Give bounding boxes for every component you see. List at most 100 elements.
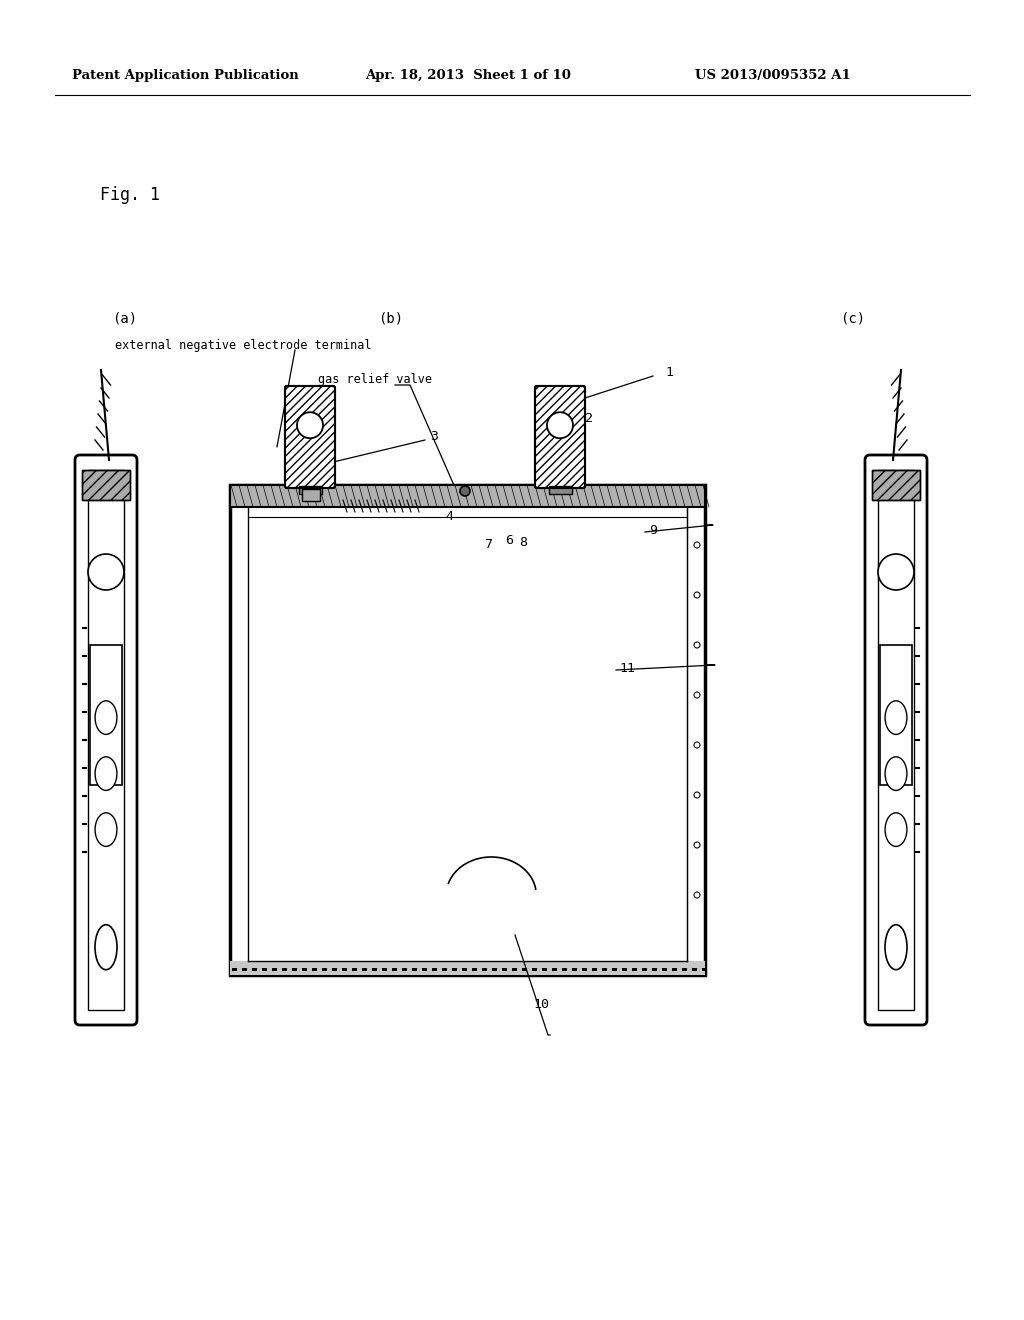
- Ellipse shape: [95, 925, 117, 970]
- Circle shape: [694, 692, 700, 698]
- Text: (b): (b): [378, 312, 403, 325]
- Bar: [532, 968, 537, 972]
- Bar: [372, 968, 377, 972]
- Ellipse shape: [95, 756, 117, 791]
- Bar: [502, 968, 507, 972]
- Circle shape: [460, 486, 470, 496]
- Bar: [232, 968, 237, 972]
- Bar: [549, 486, 571, 494]
- Text: 7: 7: [484, 537, 492, 550]
- Bar: [692, 968, 697, 972]
- Text: Apr. 18, 2013  Sheet 1 of 10: Apr. 18, 2013 Sheet 1 of 10: [365, 69, 570, 82]
- Bar: [442, 968, 447, 972]
- Circle shape: [694, 792, 700, 799]
- Bar: [562, 968, 567, 972]
- Text: (a): (a): [112, 312, 137, 325]
- Bar: [632, 968, 637, 972]
- FancyBboxPatch shape: [535, 385, 585, 488]
- Bar: [472, 968, 477, 972]
- Bar: [252, 968, 257, 972]
- Text: 3: 3: [430, 430, 438, 444]
- Bar: [552, 968, 557, 972]
- FancyBboxPatch shape: [865, 455, 927, 1026]
- Bar: [452, 968, 457, 972]
- Text: 10: 10: [534, 998, 549, 1011]
- Bar: [662, 968, 667, 972]
- Text: Patent Application Publication: Patent Application Publication: [72, 69, 299, 82]
- Text: 2: 2: [585, 412, 593, 425]
- Bar: [592, 968, 597, 972]
- Circle shape: [88, 554, 124, 590]
- Bar: [872, 470, 920, 500]
- Text: 6: 6: [505, 533, 513, 546]
- Bar: [230, 961, 705, 975]
- Ellipse shape: [885, 701, 907, 734]
- Bar: [392, 968, 397, 972]
- Bar: [88, 470, 124, 1010]
- Bar: [880, 644, 912, 785]
- Bar: [262, 968, 267, 972]
- Bar: [362, 968, 367, 972]
- Text: 9: 9: [649, 524, 657, 536]
- Circle shape: [694, 591, 700, 598]
- Circle shape: [547, 412, 573, 438]
- Ellipse shape: [95, 701, 117, 734]
- Bar: [672, 968, 677, 972]
- Bar: [482, 968, 487, 972]
- Text: external negative electrode terminal: external negative electrode terminal: [115, 338, 372, 351]
- Circle shape: [694, 892, 700, 898]
- Bar: [522, 968, 527, 972]
- Ellipse shape: [885, 925, 907, 970]
- Bar: [230, 484, 705, 975]
- Bar: [90, 644, 122, 785]
- Circle shape: [694, 543, 700, 548]
- Circle shape: [297, 412, 323, 438]
- Circle shape: [694, 842, 700, 847]
- Bar: [382, 968, 387, 972]
- Text: Fig. 1: Fig. 1: [100, 186, 160, 205]
- Bar: [512, 968, 517, 972]
- Bar: [82, 470, 130, 500]
- Bar: [312, 968, 317, 972]
- Bar: [492, 968, 497, 972]
- Bar: [402, 968, 407, 972]
- FancyBboxPatch shape: [285, 385, 335, 488]
- Bar: [878, 470, 914, 1010]
- Bar: [302, 488, 319, 502]
- Bar: [82, 470, 130, 500]
- Text: 4: 4: [445, 510, 453, 523]
- FancyBboxPatch shape: [75, 455, 137, 1026]
- Bar: [292, 968, 297, 972]
- Bar: [242, 968, 247, 972]
- Bar: [612, 968, 617, 972]
- Text: 1: 1: [665, 367, 673, 380]
- Circle shape: [694, 742, 700, 748]
- Text: US 2013/0095352 A1: US 2013/0095352 A1: [695, 69, 851, 82]
- Bar: [230, 484, 705, 507]
- Bar: [872, 470, 920, 500]
- Bar: [272, 968, 278, 972]
- Bar: [299, 486, 322, 494]
- Text: 11: 11: [618, 661, 635, 675]
- Text: gas relief valve: gas relief valve: [318, 374, 432, 387]
- Bar: [602, 968, 607, 972]
- Bar: [342, 968, 347, 972]
- Bar: [702, 968, 707, 972]
- Ellipse shape: [885, 756, 907, 791]
- Bar: [652, 968, 657, 972]
- Bar: [642, 968, 647, 972]
- Bar: [582, 968, 587, 972]
- Bar: [422, 968, 427, 972]
- Ellipse shape: [885, 813, 907, 846]
- Text: 5: 5: [600, 494, 608, 507]
- Circle shape: [694, 642, 700, 648]
- Text: plug: plug: [285, 429, 313, 441]
- Ellipse shape: [95, 813, 117, 846]
- Bar: [82, 470, 130, 500]
- Bar: [412, 968, 417, 972]
- Bar: [572, 968, 577, 972]
- Bar: [322, 968, 327, 972]
- Bar: [682, 968, 687, 972]
- Bar: [282, 968, 287, 972]
- Bar: [332, 968, 337, 972]
